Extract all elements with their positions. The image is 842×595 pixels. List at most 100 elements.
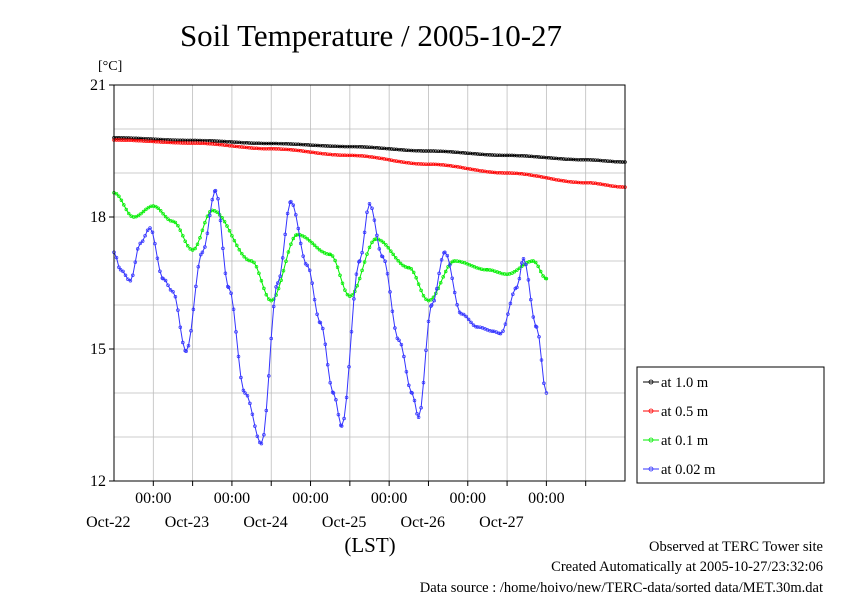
- series-point: [431, 162, 436, 167]
- x-tick-time-label: 00:00: [292, 490, 328, 507]
- series-point: [249, 259, 254, 263]
- series-point: [315, 312, 319, 316]
- y-axis-unit-label: [°C]: [98, 59, 122, 74]
- series-point: [336, 412, 341, 417]
- series-point: [415, 411, 419, 416]
- series-point: [409, 267, 414, 271]
- x-tick-date-label: Oct-22: [86, 514, 130, 531]
- series-point: [154, 139, 158, 144]
- series-point: [436, 149, 441, 153]
- series-point: [222, 219, 227, 224]
- series-point: [601, 182, 605, 187]
- series-point: [398, 261, 403, 266]
- series-point: [498, 331, 503, 336]
- series-point: [296, 226, 301, 231]
- series-point: [393, 255, 398, 260]
- series-point: [323, 342, 328, 347]
- legend-label: at 1.0 m: [661, 375, 709, 391]
- series-point: [389, 249, 393, 253]
- x-tick-time-label: 00:00: [214, 490, 250, 507]
- series-layer: [112, 136, 627, 446]
- series-point: [355, 283, 359, 288]
- series-point: [365, 252, 369, 256]
- series-point: [443, 163, 448, 167]
- series-point: [488, 268, 492, 272]
- plot-frame: [113, 84, 626, 482]
- series-point: [199, 252, 203, 257]
- series-point: [335, 144, 340, 149]
- series-point: [377, 247, 382, 251]
- legend-entry: at 0.1 m: [643, 433, 709, 449]
- series-point: [432, 298, 436, 303]
- series-point: [517, 171, 522, 176]
- series-point: [495, 170, 500, 175]
- series-point: [383, 259, 387, 263]
- series-point: [446, 265, 450, 269]
- series-point: [419, 149, 423, 153]
- series-point: [271, 297, 276, 301]
- series-point: [306, 150, 310, 154]
- series-point: [448, 164, 453, 168]
- series-point: [421, 380, 426, 385]
- series-point: [367, 245, 372, 250]
- series-point: [445, 253, 450, 258]
- series-point: [284, 147, 288, 152]
- series-point: [511, 292, 515, 296]
- series-point: [255, 434, 260, 438]
- series-point: [248, 401, 252, 406]
- series-point: [242, 254, 246, 259]
- series-point: [372, 237, 377, 242]
- series-point: [399, 342, 404, 347]
- series-point: [375, 233, 379, 238]
- y-tick-label: 12: [90, 473, 106, 490]
- series-point: [240, 251, 244, 256]
- series-point: [240, 140, 244, 145]
- series-point: [503, 322, 508, 326]
- series-point: [121, 269, 125, 274]
- series-point: [269, 298, 273, 303]
- series-point: [534, 174, 539, 178]
- series-point: [386, 246, 391, 250]
- series-point: [230, 233, 234, 238]
- series-point: [190, 248, 195, 252]
- series-point: [596, 181, 600, 186]
- series-point: [254, 141, 259, 146]
- series-point: [541, 274, 545, 278]
- series-point: [176, 141, 180, 145]
- series-point: [262, 141, 266, 146]
- series-point: [426, 162, 431, 166]
- series-point: [517, 276, 522, 281]
- series-point: [436, 162, 441, 167]
- series-point: [318, 320, 323, 325]
- series-point: [323, 152, 328, 156]
- series-point: [249, 146, 254, 150]
- series-point: [517, 153, 522, 158]
- series-point: [289, 199, 293, 204]
- series-point: [317, 247, 322, 252]
- series-point: [466, 166, 470, 171]
- series-point: [531, 315, 536, 319]
- x-tick-date-label: Oct-24: [243, 514, 287, 531]
- series-point: [478, 168, 482, 173]
- series-point: [280, 256, 285, 260]
- series-point: [370, 206, 374, 210]
- series-point: [253, 424, 257, 428]
- series-point: [234, 330, 238, 334]
- series-point: [538, 269, 543, 274]
- series-point: [171, 140, 175, 145]
- series-point: [143, 233, 147, 238]
- x-tick-time-label: 00:00: [135, 490, 171, 507]
- series-point: [340, 153, 345, 158]
- legend-entry: at 1.0 m: [643, 375, 709, 391]
- series-point: [429, 303, 434, 307]
- series-point: [347, 364, 351, 369]
- series-point: [271, 304, 276, 309]
- series-point: [144, 207, 148, 212]
- series-point: [178, 325, 183, 330]
- series-point: [305, 236, 310, 241]
- series-point: [227, 229, 232, 233]
- series-point: [471, 323, 476, 327]
- series-point: [375, 146, 379, 150]
- series-point: [141, 209, 146, 214]
